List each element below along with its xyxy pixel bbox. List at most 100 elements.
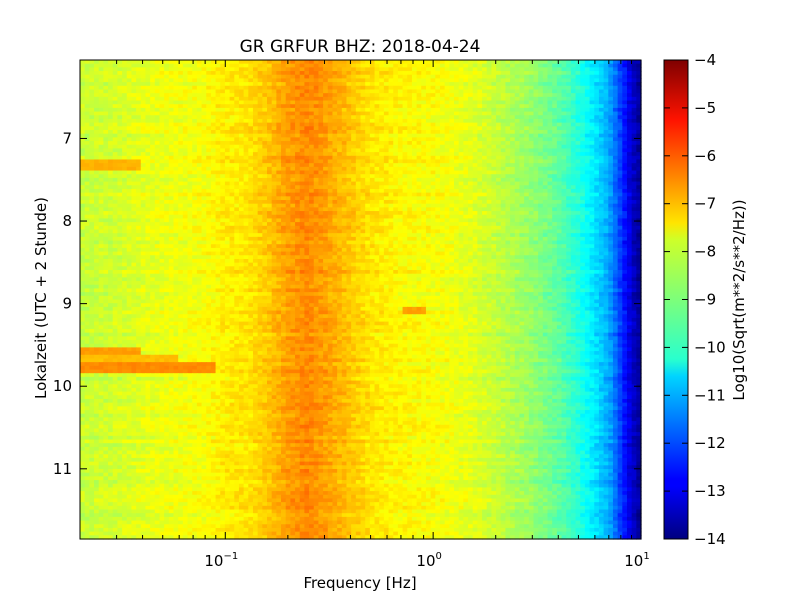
heatmap-cell	[439, 63, 446, 68]
heatmap-cell	[584, 93, 591, 98]
heatmap-cell	[257, 174, 263, 179]
heatmap-cell	[89, 196, 95, 201]
heatmap-cell	[220, 71, 226, 76]
heatmap-cell	[496, 170, 502, 175]
heatmap-cell	[439, 174, 446, 179]
heatmap-cell	[252, 141, 259, 146]
heatmap-cell	[393, 163, 399, 168]
heatmap-cell	[327, 93, 334, 98]
heatmap-cell	[407, 122, 413, 127]
heatmap-cell	[421, 192, 427, 197]
heatmap-cell	[299, 100, 305, 105]
heatmap-cell	[122, 63, 128, 68]
heatmap-cell	[262, 133, 268, 138]
heatmap-cell	[636, 74, 642, 80]
heatmap-cell	[505, 177, 511, 183]
heatmap-cell	[173, 82, 179, 87]
heatmap-cell	[421, 163, 427, 168]
heatmap-cell	[234, 177, 240, 183]
heatmap-cell	[379, 107, 385, 113]
heatmap-cell	[276, 63, 282, 68]
heatmap-cell	[570, 111, 577, 116]
heatmap-cell	[103, 192, 109, 197]
heatmap-cell	[514, 148, 521, 153]
heatmap-cell	[383, 133, 390, 138]
heatmap-cell	[355, 181, 362, 186]
heatmap-cell	[351, 196, 357, 201]
heatmap-cell	[341, 93, 348, 98]
heatmap-cell	[636, 82, 642, 87]
heatmap-cell	[108, 166, 114, 172]
heatmap-cell	[514, 115, 521, 120]
heatmap-cell	[519, 78, 525, 83]
heatmap-cell	[383, 78, 390, 83]
heatmap-cell	[617, 126, 623, 131]
heatmap-cell	[421, 185, 427, 190]
heatmap-cell	[612, 111, 619, 116]
heatmap-cell	[215, 82, 221, 87]
heatmap-cell	[173, 107, 179, 113]
heatmap-cell	[117, 196, 123, 201]
heatmap-cell	[617, 163, 623, 168]
heatmap-cell	[397, 111, 404, 116]
heatmap-cell	[243, 93, 249, 98]
heatmap-cell	[472, 60, 478, 65]
heatmap-cell	[622, 89, 628, 94]
heatmap-cell	[341, 211, 348, 216]
heatmap-cell	[505, 188, 511, 194]
heatmap-cell	[285, 100, 291, 105]
heatmap-cell	[173, 74, 179, 80]
heatmap-cell	[267, 60, 273, 65]
heatmap-cell	[608, 78, 614, 83]
heatmap-cell	[449, 111, 455, 116]
heatmap-cell	[439, 133, 446, 138]
heatmap-cell	[430, 192, 436, 197]
heatmap-cell	[603, 188, 609, 194]
heatmap-cell	[122, 67, 128, 72]
heatmap-cell	[351, 111, 357, 116]
heatmap-cell	[580, 63, 586, 68]
heatmap-cell	[435, 130, 441, 135]
heatmap-cell	[393, 203, 399, 208]
heatmap-cell	[636, 166, 642, 172]
heatmap-cell	[164, 104, 170, 109]
heatmap-cell	[243, 141, 249, 146]
heatmap-cell	[435, 155, 441, 161]
heatmap-cell	[117, 115, 123, 120]
heatmap-cell	[271, 166, 277, 172]
heatmap-cell	[257, 207, 263, 212]
heatmap-cell	[500, 111, 507, 116]
heatmap-cell	[631, 122, 637, 127]
heatmap-cell	[173, 60, 179, 65]
heatmap-cell	[402, 148, 408, 153]
heatmap-cell	[584, 166, 591, 172]
heatmap-cell	[94, 63, 100, 68]
heatmap-cell	[482, 89, 488, 94]
heatmap-cell	[234, 130, 240, 135]
heatmap-cell	[524, 118, 530, 124]
heatmap-cell	[388, 159, 394, 164]
heatmap-cell	[252, 144, 259, 150]
heatmap-cell	[164, 163, 170, 168]
heatmap-cell	[496, 82, 502, 87]
heatmap-cell	[351, 211, 357, 216]
heatmap-cell	[299, 196, 305, 201]
heatmap-cell	[229, 96, 235, 102]
heatmap-cell	[182, 107, 189, 113]
heatmap-cell	[224, 82, 231, 87]
heatmap-cell	[252, 185, 259, 190]
heatmap-cell	[122, 170, 128, 175]
heatmap-cell	[295, 152, 301, 157]
heatmap-cell	[238, 63, 245, 68]
heatmap-cell	[598, 130, 605, 135]
heatmap-cell	[402, 89, 408, 94]
heatmap-cell	[89, 93, 95, 98]
heatmap-cell	[154, 163, 161, 168]
heatmap-cell	[402, 96, 408, 102]
heatmap-cell	[215, 104, 221, 109]
heatmap-cell	[561, 152, 567, 157]
heatmap-cell	[234, 200, 240, 205]
heatmap-cell	[140, 67, 147, 72]
heatmap-cell	[98, 152, 104, 157]
heatmap-cell	[594, 148, 600, 153]
